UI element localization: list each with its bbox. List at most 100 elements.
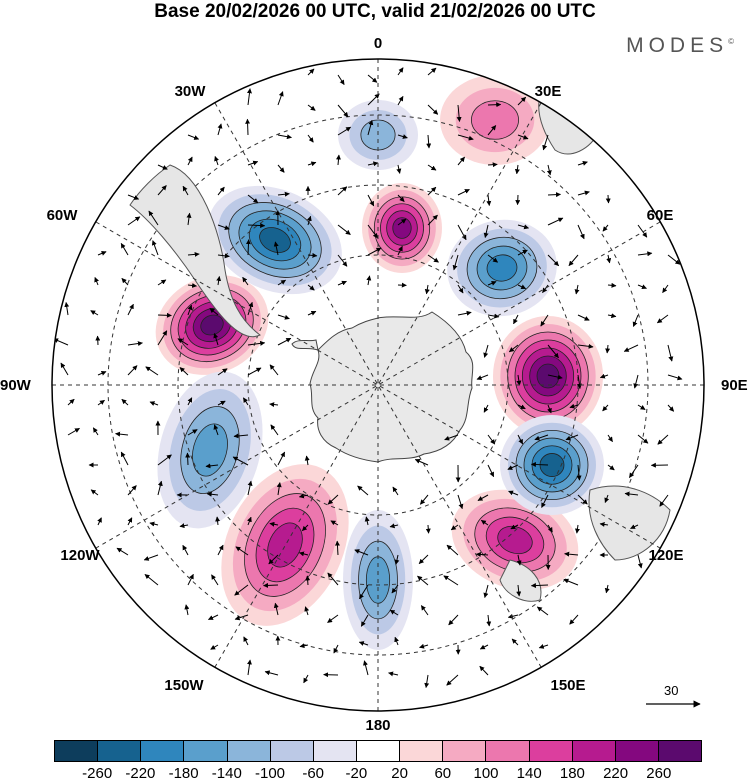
- wind-vector: [457, 284, 464, 294]
- wind-vector: [209, 307, 219, 316]
- anomaly-negative-7: [208, 185, 342, 295]
- wind-vector: [391, 584, 399, 594]
- wind-vector: [187, 134, 200, 140]
- wind-vector: [397, 95, 404, 106]
- wind-vector: [637, 434, 649, 444]
- wind-vector: [564, 551, 579, 557]
- wind-vector: [304, 606, 310, 616]
- wind-vector: [576, 374, 582, 389]
- wind-vector: [306, 215, 312, 226]
- wind-vector: [97, 399, 105, 406]
- wind-vector: [476, 374, 489, 380]
- wind-vector: [232, 456, 249, 466]
- wind-vector: [606, 254, 612, 264]
- wind-vector: [517, 224, 530, 230]
- wind-vector: [182, 544, 189, 556]
- wind-vector: [67, 427, 80, 436]
- wind-vector: [607, 464, 615, 471]
- wind-vector: [217, 544, 224, 556]
- wind-vector: [508, 344, 519, 353]
- wind-vector: [357, 485, 369, 496]
- wind-vector: [427, 104, 439, 115]
- lon-label-90e: 90E: [721, 377, 748, 394]
- wind-vector: [483, 404, 489, 413]
- wind-vector: [517, 249, 528, 256]
- wind-vector: [419, 643, 429, 649]
- colorbar-bin: [55, 741, 98, 761]
- colorbar-bin: [226, 741, 270, 761]
- wind-vector: [94, 276, 99, 286]
- wind-vector: [268, 554, 279, 565]
- lon-label-30e: 30E: [534, 83, 562, 100]
- wind-vector: [577, 343, 594, 349]
- wind-vector: [576, 464, 582, 481]
- wind-vector: [367, 247, 382, 256]
- wind-vector: [277, 191, 290, 197]
- wind-vector: [667, 344, 674, 362]
- wind-vector: [657, 434, 669, 445]
- wind-vector: [443, 575, 459, 586]
- wind-vector: [157, 330, 168, 346]
- wind-vector: [397, 194, 405, 202]
- wind-vector: [358, 641, 369, 646]
- wind-vector: [542, 284, 549, 293]
- lon-label-60e: 60E: [646, 207, 674, 224]
- wind-vector: [530, 462, 549, 467]
- wind-vector: [547, 374, 563, 380]
- wind-vector: [187, 304, 193, 316]
- wind-vector: [270, 424, 279, 436]
- colorbar-bin: [657, 741, 702, 761]
- colorbar-bin: [528, 741, 572, 761]
- wind-vector: [277, 337, 292, 346]
- wind-vector: [337, 186, 348, 196]
- wind-vector: [211, 574, 219, 586]
- wind-vector: [334, 540, 340, 556]
- wind-vector: [508, 490, 519, 496]
- wind-vector: [513, 314, 519, 325]
- wind-vector: [269, 521, 279, 527]
- wind-vector: [187, 573, 194, 586]
- wind-vector: [517, 434, 524, 445]
- wind-vector: [337, 254, 348, 267]
- wind-vector: [367, 93, 380, 106]
- wind-vector: [414, 458, 429, 466]
- wind-vector: [569, 614, 579, 625]
- wind-vector: [247, 160, 259, 166]
- wind-vector: [97, 371, 107, 376]
- wind-vector: [417, 575, 429, 586]
- wind-vector: [547, 192, 562, 198]
- wind-vector: [157, 279, 167, 286]
- wind-vector: [247, 88, 252, 106]
- anomaly-positive-4: [221, 464, 349, 626]
- wind-vector: [215, 516, 221, 526]
- wind-vector: [97, 251, 107, 256]
- wind-vector: [604, 584, 610, 594]
- wind-vector: [538, 644, 549, 649]
- colorbar-tick-label: -180: [168, 765, 199, 782]
- wind-vector: [450, 524, 459, 531]
- wind-vector: [273, 241, 279, 256]
- wind-vector: [604, 494, 610, 503]
- anomaly-positive-6: [440, 75, 550, 165]
- wind-vector: [234, 614, 249, 621]
- wind-vector: [127, 485, 137, 496]
- wind-vector: [517, 134, 529, 140]
- wind-vector: [510, 524, 519, 530]
- wind-vector: [336, 154, 342, 166]
- wind-vector: [307, 252, 318, 258]
- wind-vector: [419, 494, 429, 505]
- wind-vector: [208, 614, 219, 620]
- wind-vector: [577, 224, 585, 240]
- wind-vector: [547, 344, 559, 359]
- lon-label-90w: 90W: [0, 377, 31, 394]
- wind-vector: [186, 212, 192, 226]
- wind-vector: [90, 489, 99, 496]
- wind-vector: [337, 280, 347, 286]
- wind-vector: [179, 367, 189, 376]
- wind-vector: [337, 104, 349, 118]
- wind-vector: [446, 544, 459, 556]
- wind-vector: [144, 574, 159, 586]
- wind-vector: [396, 164, 402, 174]
- wind-vector: [333, 644, 339, 654]
- wind-vector: [507, 613, 519, 619]
